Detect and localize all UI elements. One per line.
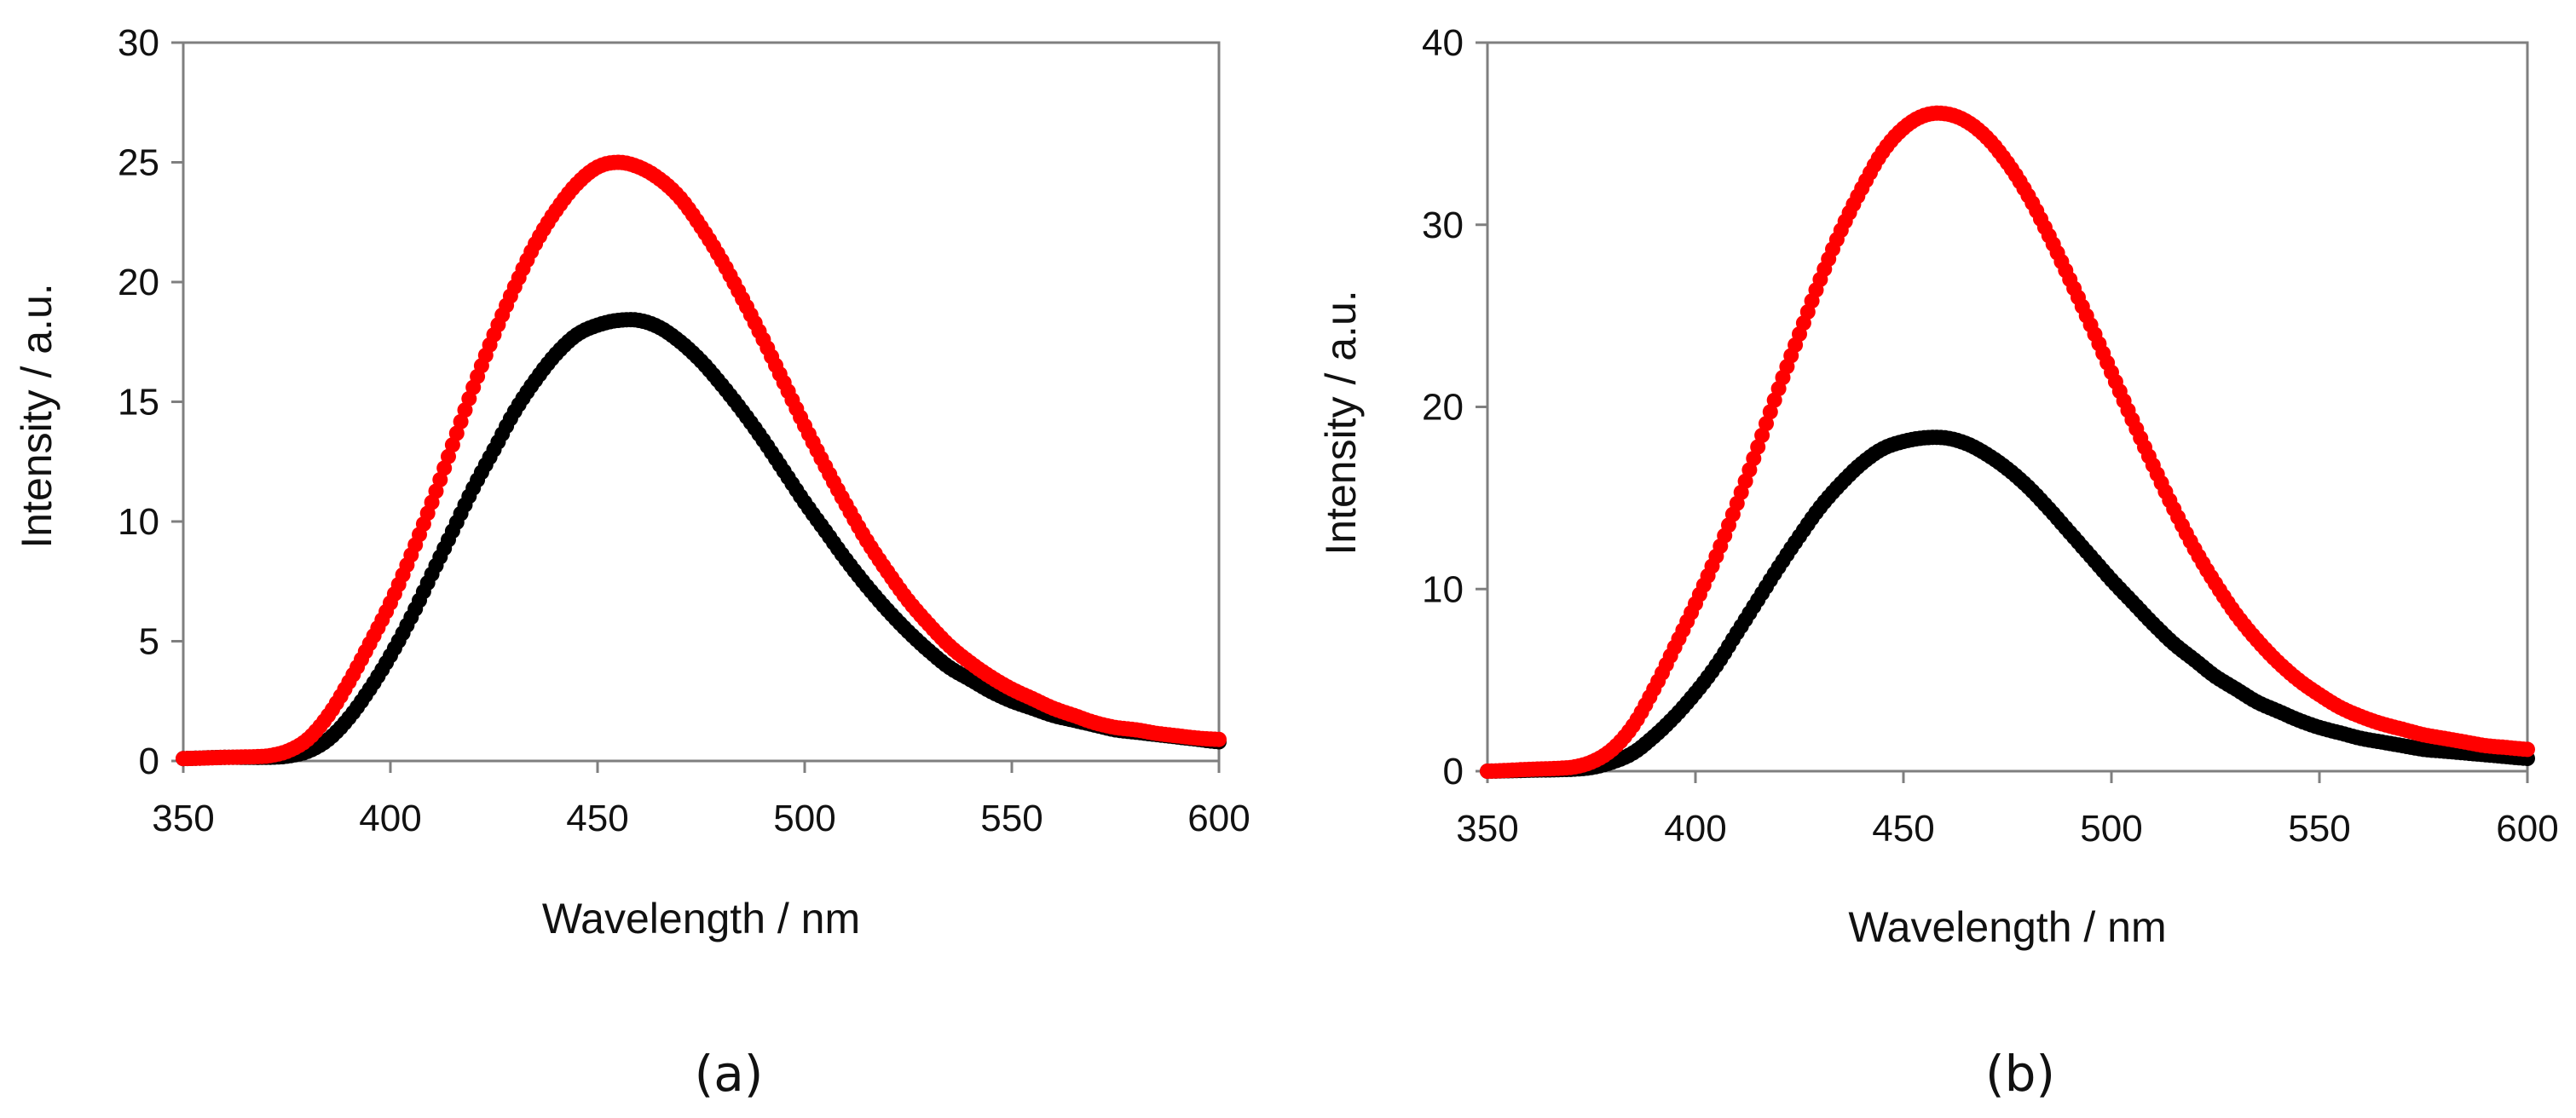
panel-caption-b: (b) (1985, 1045, 2055, 1103)
x-tick-label: 450 (1872, 808, 1934, 850)
y-tick-label: 30 (1422, 205, 1464, 246)
chart-b: 0 10 20 30 40 350 400 450 500 550 600 Wavelength / … (1317, 22, 2559, 951)
x-axis-title: Wavelength / nm (542, 895, 860, 942)
chart-a: 0 5 10 15 20 25 30 350 400 450 500 550 600 Wavelength… (13, 22, 1250, 942)
data-point-red (1766, 392, 1782, 408)
y-tick-label: 30 (118, 22, 159, 64)
x-tick-label: 400 (359, 798, 421, 839)
y-tick-label: 20 (118, 262, 159, 303)
data-point-red (453, 413, 469, 429)
x-tick-label: 350 (152, 798, 214, 839)
data-point-red (1759, 416, 1774, 432)
data-point-red (441, 448, 456, 464)
series-red (176, 154, 1227, 767)
y-tick-label: 5 (139, 621, 159, 663)
data-point-red (436, 460, 453, 476)
plot-frame (182, 41, 1221, 763)
data-point-red (448, 425, 465, 441)
y-tick-label: 40 (1422, 22, 1464, 64)
x-axis-title: Wavelength / nm (1848, 903, 2166, 951)
x-tick-label: 550 (2288, 808, 2350, 850)
data-point-red (432, 471, 448, 487)
x-tick-label: 350 (1456, 808, 1518, 850)
data-point-red (428, 483, 444, 499)
data-point-red (1746, 451, 1762, 466)
x-tick-label: 600 (2496, 808, 2558, 850)
y-tick-label: 15 (118, 382, 159, 424)
y-axis-title: Intensity / a.u. (13, 283, 61, 548)
x-tick-label: 600 (1187, 798, 1250, 839)
y-tick-label: 10 (1422, 568, 1464, 610)
x-tick-label: 400 (1664, 808, 1726, 850)
panel-caption-a: (a) (695, 1045, 764, 1103)
x-tick-label: 500 (773, 798, 835, 839)
y-tick-label: 25 (118, 142, 159, 184)
series-black (1480, 429, 2535, 779)
y-tick-label: 0 (139, 741, 159, 782)
data-point-red (2520, 741, 2535, 758)
series-red (1480, 105, 2535, 779)
data-point-red (1211, 731, 1227, 747)
x-tick-label: 450 (566, 798, 628, 839)
data-point-red (1750, 439, 1766, 455)
data-point-red (444, 437, 460, 453)
data-point-red (1762, 404, 1778, 420)
y-axis-title: Intensity / a.u. (1317, 290, 1365, 555)
x-tick-label: 550 (980, 798, 1043, 839)
data-point-red (1754, 427, 1770, 443)
y-tick-label: 20 (1422, 387, 1464, 429)
y-tick-label: 10 (118, 501, 159, 543)
y-tick-label: 0 (1443, 751, 1464, 792)
x-tick-label: 500 (2080, 808, 2142, 850)
